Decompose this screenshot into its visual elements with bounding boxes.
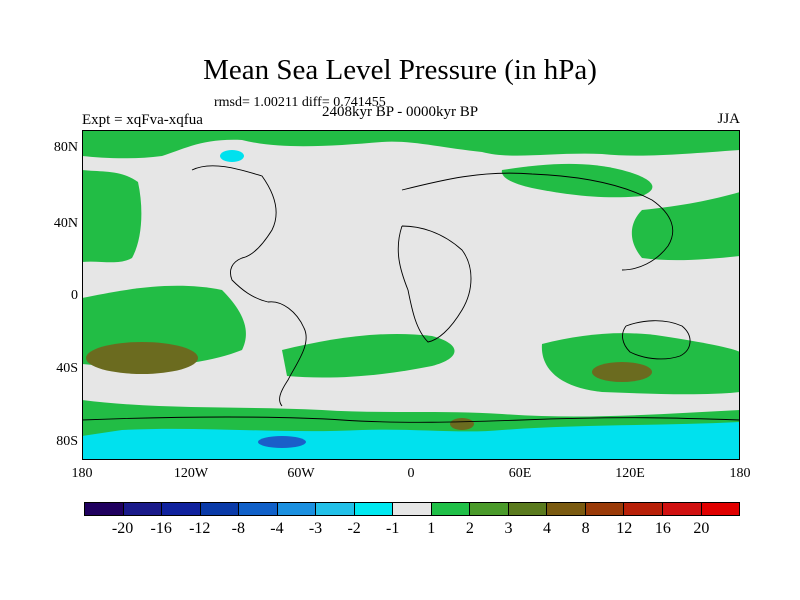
greenland-cyan [220,150,244,162]
south-america-coast [267,301,307,407]
colorbar-label: 12 [616,520,633,537]
colorbar-swatch [431,503,471,515]
lon-label: 60E [508,466,532,481]
colorbar-label: -1 [386,520,400,537]
africa-coast [397,225,472,343]
colorbar-swatch [393,503,432,515]
colorbar-swatch [200,503,240,515]
stats-label: rmsd= 1.00211 diff= 0.741455 [214,95,386,110]
colorbar-label: -8 [231,520,245,537]
indian-ocean-high [592,362,652,382]
north-america-coast [191,165,277,303]
colorbar-swatch [508,503,548,515]
asia-green [501,163,653,198]
colorbar-swatch [547,503,586,515]
australia-coast [622,320,691,360]
indian-ocean-green [541,333,740,395]
lon-label: 120W [173,466,209,481]
antarctic-cyan-low [82,422,740,460]
colorbar-swatch [239,503,278,515]
colorbar-swatch [316,503,355,515]
colorbar-swatch [123,503,163,515]
antarctic-olive-spot [450,418,474,430]
colorbar-label: -4 [270,520,284,537]
colorbar-label: 4 [543,520,552,537]
map-title: Mean Sea Level Pressure (in hPa) [203,54,597,86]
lat-label: 40N [53,216,78,231]
colorbar-label: 20 [693,520,710,537]
colorbar-label: 8 [581,520,590,537]
colorbar [84,502,740,516]
south-atlantic-green [282,333,455,378]
experiment-label: Expt = xqFva-xqfua [82,112,203,128]
lon-label: 0 [407,466,415,481]
colorbar-swatch [662,503,702,515]
north-pacific-green [82,170,142,263]
colorbar-label: 1 [427,520,436,537]
colorbar-swatch [85,503,124,515]
colorbar-label: 16 [654,520,671,537]
colorbar-swatch [470,503,509,515]
lon-label: 180 [729,466,751,481]
south-pacific-high [86,342,198,374]
lon-label: 120E [615,466,645,481]
colorbar-label: -2 [347,520,361,537]
period-label: 2408kyr BP - 0000kyr BP [322,104,479,120]
arctic-green-anomaly [82,130,740,159]
colorbar-label: -20 [111,520,134,537]
lon-label: 60W [287,466,315,481]
map-panel [82,130,740,460]
colorbar-label: -16 [150,520,172,537]
colorbar-label: 3 [504,520,513,537]
lat-label: 40S [56,361,78,376]
north-pacific-green-2 [631,192,740,261]
colorbar-swatch [701,503,740,515]
colorbar-swatch [162,503,201,515]
season-label: JJA [717,111,740,127]
colorbar-swatch [585,503,625,515]
antarctica-coast [82,416,740,423]
colorbar-swatch [624,503,663,515]
lat-label: 80S [56,434,78,449]
colorbar-swatch [277,503,317,515]
eurasia-coast [401,172,674,271]
colorbar-label: 2 [465,520,474,537]
lon-label: 180 [71,466,93,481]
colorbar-label: -12 [189,520,211,537]
coastlines [82,165,740,423]
lat-label: 80N [53,140,78,155]
map-frame [82,130,740,460]
antarctic-blue-low [258,436,306,448]
colorbar-swatch [354,503,394,515]
colorbar-label: -3 [308,520,323,537]
lat-label: 0 [71,288,78,303]
